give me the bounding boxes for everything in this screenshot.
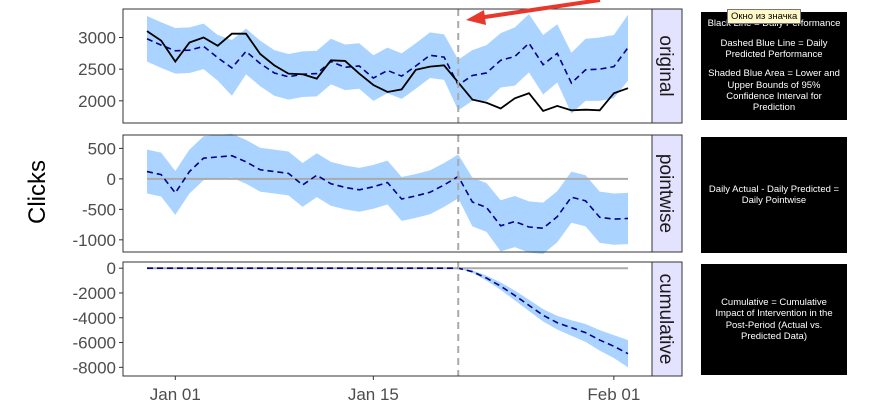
predicted-line — [147, 267, 629, 355]
note-cumulative-line: Cumulative = Cumulative Impact of Interv… — [715, 296, 833, 342]
y-tick-label: -1000 — [73, 231, 116, 250]
x-tick-label: Jan 15 — [348, 385, 399, 400]
panel-original: 2000 2500 3000 original — [78, 8, 683, 124]
predicted-line — [146, 38, 629, 87]
note-pointwise-line: Daily Actual - Daily Predicted = Daily P… — [708, 183, 840, 206]
predicted-line — [146, 154, 629, 230]
x-tick-label: Jan 01 — [150, 385, 201, 400]
facet-strip-label: cumulative — [655, 274, 676, 365]
actual-line — [146, 30, 629, 113]
y-tick-label: 0 — [107, 170, 116, 189]
note-original: Black Line = Daily Performance Dashed Bl… — [701, 12, 847, 120]
y-tick-label: -2000 — [73, 284, 116, 303]
y-tick-label: 2000 — [78, 92, 116, 111]
confidence-band — [147, 268, 628, 368]
facet-strip-cumulative — [651, 261, 683, 377]
facet-strip-label: pointwise — [655, 154, 676, 233]
y-tick-label: -8000 — [73, 358, 116, 377]
facet-strip-original — [651, 8, 683, 124]
red-arrow-head — [466, 10, 486, 25]
y-tick-label: 500 — [88, 139, 116, 158]
red-annotation-arrow — [477, 0, 601, 20]
y-tick-label: -6000 — [73, 334, 116, 353]
note-pointwise: Daily Actual - Daily Predicted = Daily P… — [701, 137, 847, 253]
confidence-band — [147, 14, 628, 114]
facet-strip-pointwise — [651, 134, 683, 253]
note-cumulative: Cumulative = Cumulative Impact of Interv… — [701, 264, 847, 375]
y-tick-label: -500 — [82, 200, 116, 219]
y-tick-label: 3000 — [78, 29, 116, 48]
y-tick-label: 2500 — [78, 60, 116, 79]
y-tick-label: 0 — [107, 259, 116, 278]
x-tick-label: Feb 01 — [587, 385, 640, 400]
facet-strip-label: original — [655, 35, 676, 96]
y-axis-label: Clicks — [24, 160, 51, 224]
panel-cumulative: -8000 -6000 -4000 -2000 0 cumulative — [73, 259, 683, 377]
panel-pointwise: -1000 -500 0 500 pointwise — [73, 133, 683, 254]
note-original-line: Shaded Blue Area = Lower and Upper Bound… — [708, 68, 840, 114]
panel-background — [123, 262, 652, 376]
icon-tooltip: Окно из значка — [727, 9, 802, 24]
y-tick-label: -4000 — [73, 309, 116, 328]
note-original-line: Dashed Blue Line = Daily Predicted Perfo… — [720, 37, 828, 60]
confidence-band — [147, 133, 628, 254]
